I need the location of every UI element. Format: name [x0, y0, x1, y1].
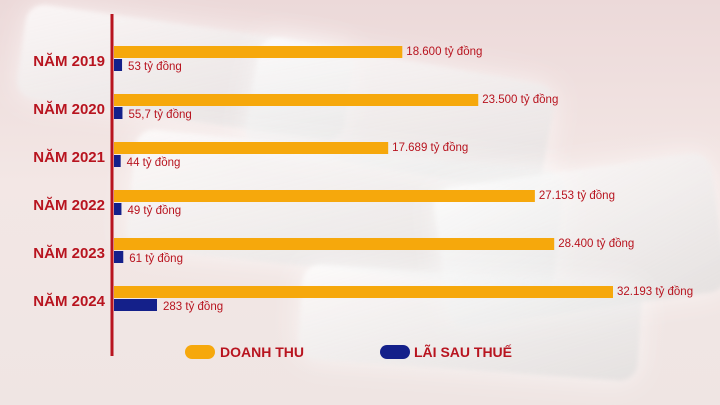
year-label: NĂM 2022 [33, 197, 105, 214]
revenue-bar [114, 94, 479, 106]
revenue-value-label: 23.500 tỷ đồng [482, 94, 558, 106]
year-label: NĂM 2023 [33, 245, 105, 262]
revenue-bar [114, 286, 613, 298]
profit-value-label: 53 tỷ đồng [128, 61, 182, 73]
profit-bar [114, 203, 122, 215]
revenue-bar [114, 238, 555, 250]
revenue-value-label: 17.689 tỷ đồng [392, 142, 468, 154]
revenue-value-label: 27.153 tỷ đồng [539, 190, 615, 202]
profit-value-label: 55,7 tỷ đồng [128, 109, 191, 121]
profit-bar [114, 251, 124, 263]
profit-bar [114, 299, 157, 311]
year-label: NĂM 2019 [33, 53, 105, 70]
year-label: NĂM 2021 [33, 149, 105, 166]
profit-bar [114, 59, 123, 71]
profit-value-label: 61 tỷ đồng [129, 253, 183, 265]
profit-bar [114, 155, 121, 167]
revenue-value-label: 32.193 tỷ đồng [617, 286, 693, 298]
profit-value-label: 283 tỷ đồng [163, 301, 223, 313]
profit-value-label: 49 tỷ đồng [127, 205, 181, 217]
year-label: NĂM 2020 [33, 101, 105, 118]
profit-value-label: 44 tỷ đồng [127, 157, 181, 169]
revenue-value-label: 18.600 tỷ đồng [406, 46, 482, 58]
legend-label: LÃI SAU THUẾ [414, 343, 512, 360]
revenue-bar [114, 142, 389, 154]
revenue-value-label: 28.400 tỷ đồng [558, 238, 634, 250]
profit-bar [114, 107, 123, 119]
legend-swatch [380, 345, 410, 359]
year-label: NĂM 2024 [33, 293, 105, 310]
revenue-bar [114, 46, 403, 58]
legend-swatch [185, 345, 215, 359]
legend-label: DOANH THU [220, 344, 304, 360]
revenue-bar [114, 190, 535, 202]
